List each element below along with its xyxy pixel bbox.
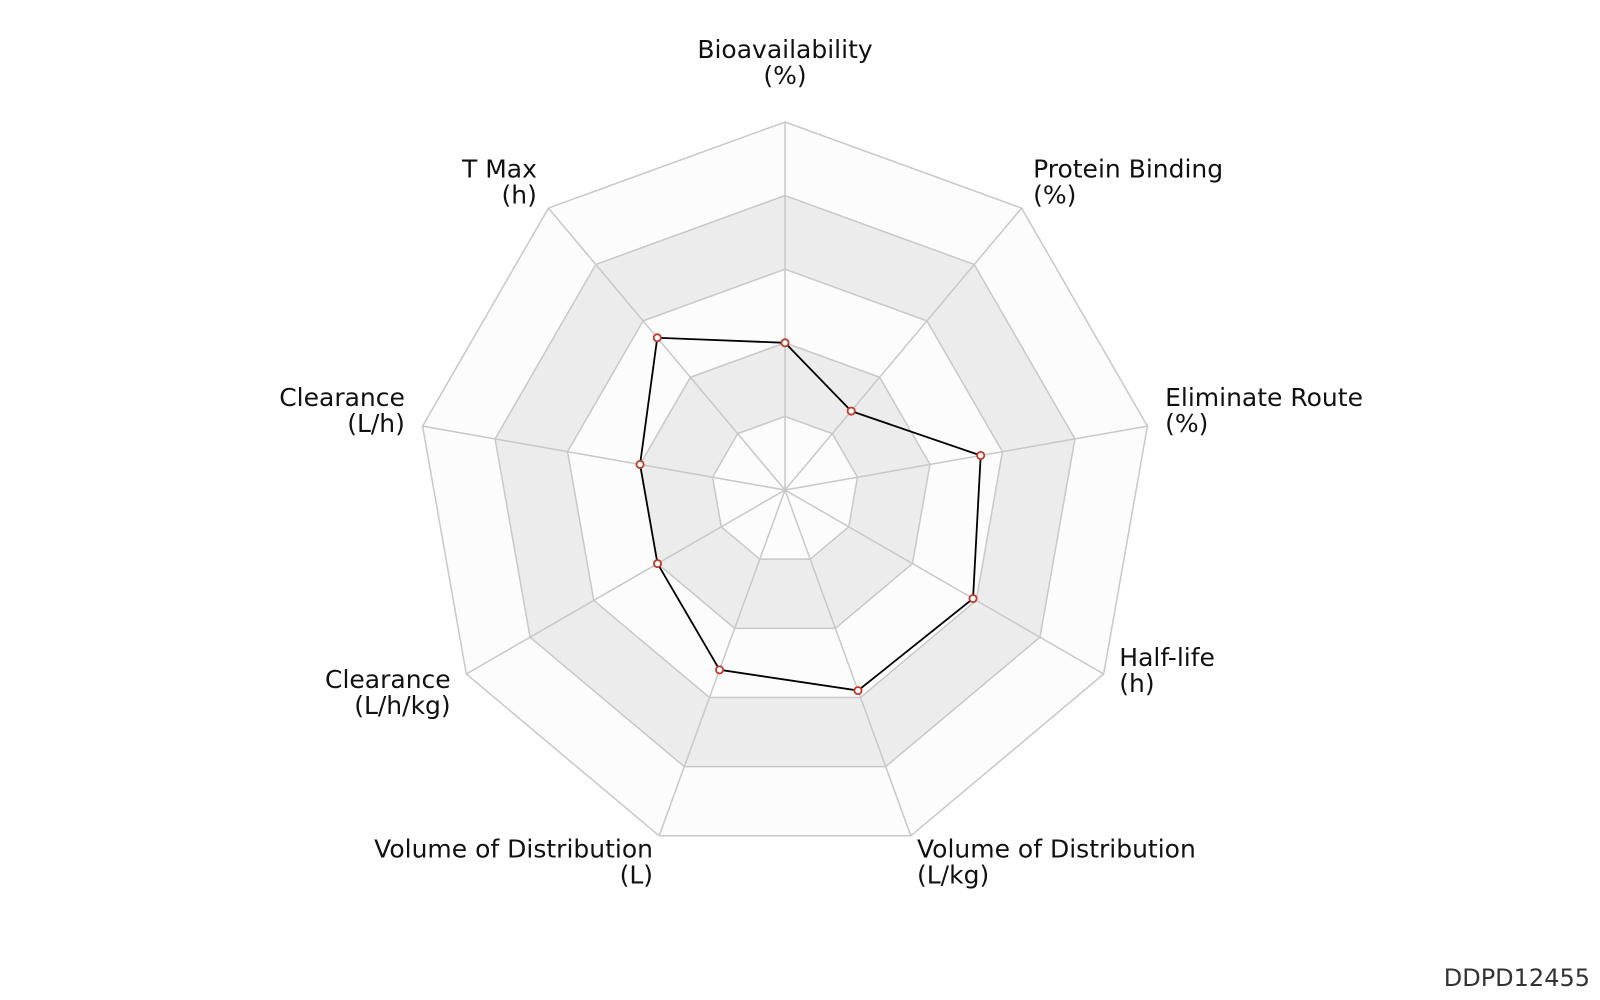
axis-label-0: Bioavailability (%)	[697, 35, 873, 90]
axis-label-5: Volume of Distribution (L)	[374, 835, 653, 890]
radar-point-4	[853, 686, 863, 696]
radar-point-2	[976, 450, 986, 460]
axis-label-unit: (L/h/kg)	[354, 691, 450, 720]
axis-label-2: Eliminate Route (%)	[1165, 383, 1363, 438]
radar-spokes	[422, 122, 1148, 837]
radar-point-6	[653, 559, 663, 569]
axis-label-7: Clearance (L/h)	[279, 383, 405, 438]
radar-spoke-7	[422, 425, 786, 491]
radar-series	[635, 333, 986, 696]
radar-axis-labels: Bioavailability (%)Protein Binding (%)Elim…	[279, 35, 1363, 890]
radar-spoke-8	[547, 207, 786, 491]
axis-label-unit: (%)	[1033, 180, 1076, 209]
axis-label-1: Protein Binding (%)	[1033, 154, 1223, 209]
radar-point-1	[846, 406, 856, 416]
axis-label-name: Bioavailability	[697, 35, 873, 64]
radar-spoke-2	[784, 425, 1148, 491]
axis-label-unit: (L/h)	[347, 409, 405, 438]
axis-label-4: Volume of Distribution (L/kg)	[917, 835, 1196, 890]
axis-label-unit: (h)	[1119, 669, 1154, 698]
axis-label-6: Clearance (L/h/kg)	[325, 665, 451, 720]
watermark-id: DDPD12455	[1443, 964, 1590, 992]
axis-label-unit: (%)	[1165, 409, 1208, 438]
radar-spoke-6	[465, 489, 786, 675]
axis-label-8: T Max (h)	[461, 154, 537, 209]
axis-label-name: Volume of Distribution	[374, 835, 653, 864]
axis-label-name: Half-life	[1119, 643, 1215, 672]
radar-series-line	[639, 336, 982, 692]
axis-label-unit: (%)	[763, 61, 806, 90]
radar-spoke-3	[784, 489, 1105, 675]
radar-spoke-1	[784, 207, 1023, 491]
axis-label-name: Eliminate Route	[1165, 383, 1363, 412]
axis-label-unit: (h)	[502, 180, 537, 209]
radar-point-8	[652, 333, 662, 343]
radar-spoke-5	[658, 489, 786, 837]
radar-spoke-4	[784, 489, 912, 837]
axis-label-3: Half-life (h)	[1119, 643, 1215, 698]
radar-point-3	[968, 594, 978, 604]
radar-point-0	[780, 338, 790, 348]
axis-label-name: Clearance	[325, 665, 451, 694]
axis-label-unit: (L)	[620, 861, 653, 890]
axis-label-name: Volume of Distribution	[917, 835, 1196, 864]
radar-point-7	[635, 459, 645, 469]
axis-label-name: Clearance	[279, 383, 405, 412]
axis-label-unit: (L/kg)	[917, 861, 989, 890]
radar-point-5	[715, 665, 725, 675]
axis-label-name: Protein Binding	[1033, 154, 1223, 183]
axis-label-name: T Max	[461, 154, 537, 183]
